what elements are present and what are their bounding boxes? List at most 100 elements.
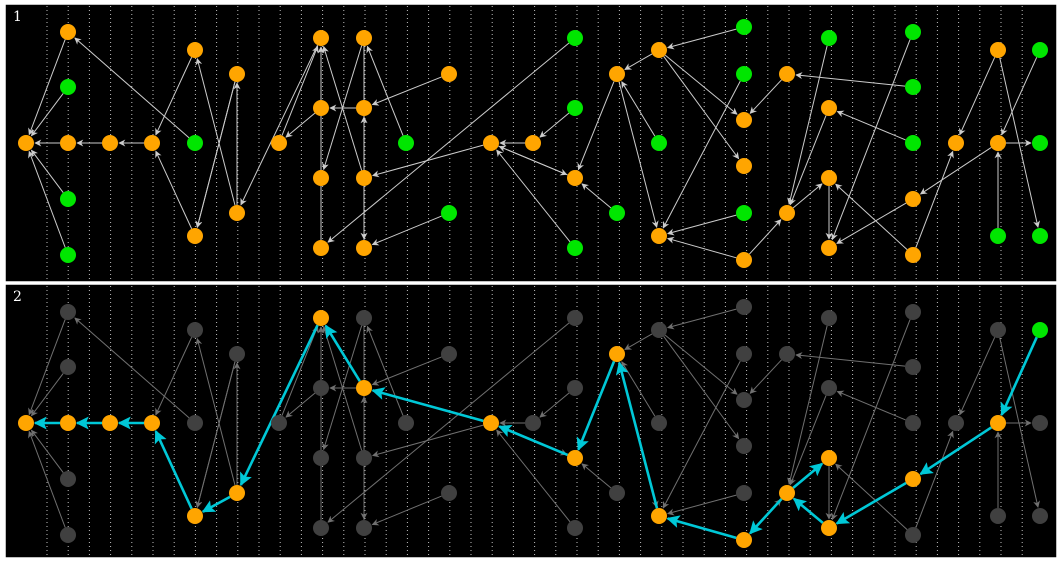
orange-node — [60, 304, 76, 320]
highlighted-path-arrow — [324, 324, 361, 382]
orange-node — [821, 450, 837, 466]
edge-arrow — [195, 81, 236, 228]
edge-arrow — [371, 356, 442, 386]
green-node — [567, 380, 583, 396]
highlighted-path-arrow — [239, 324, 319, 487]
orange-node — [525, 415, 541, 431]
edge-arrow — [74, 317, 190, 419]
panel-2-highlighted-path — [33, 324, 1038, 540]
edge-arrow — [663, 336, 740, 440]
orange-node — [651, 508, 667, 524]
orange-node — [313, 170, 329, 186]
orange-node — [990, 135, 1006, 151]
edge-arrow — [624, 333, 653, 350]
orange-node — [271, 415, 287, 431]
green-node — [187, 135, 203, 151]
edge-arrow — [624, 53, 653, 70]
edge-arrow — [795, 352, 906, 367]
orange-node — [483, 415, 499, 431]
orange-node — [948, 135, 964, 151]
green-node — [821, 30, 837, 46]
edge-arrow — [959, 337, 996, 416]
highlighted-path-arrow — [1000, 336, 1038, 416]
green-node — [60, 191, 76, 207]
edge-arrow — [366, 325, 404, 416]
orange-node — [187, 42, 203, 58]
edge-arrow — [915, 150, 954, 248]
edge-arrow — [831, 39, 911, 241]
highlighted-path-arrow — [919, 426, 993, 476]
edge-arrow — [787, 325, 828, 485]
edge-arrow — [322, 325, 363, 451]
edge-arrow — [155, 57, 193, 136]
green-node — [398, 415, 414, 431]
orange-node — [736, 532, 752, 548]
edge-arrow — [835, 463, 908, 530]
highlighted-path-arrow — [835, 481, 907, 525]
green-node — [990, 508, 1006, 524]
highlighted-path-arrow — [792, 462, 824, 489]
orange-node — [651, 322, 667, 338]
orange-node — [187, 228, 203, 244]
orange-node — [567, 450, 583, 466]
highlighted-path-arrow — [154, 429, 193, 510]
edge-arrow — [195, 58, 236, 206]
green-node — [567, 30, 583, 46]
orange-node — [356, 520, 372, 536]
edge-arrow — [667, 28, 737, 50]
orange-node — [905, 527, 921, 543]
edge-arrow — [664, 54, 738, 115]
green-node — [905, 415, 921, 431]
edge-arrow — [663, 56, 740, 160]
edge-arrow — [155, 150, 193, 229]
green-node — [609, 205, 625, 221]
edge-arrow — [749, 359, 782, 394]
orange-node — [60, 415, 76, 431]
green-node — [736, 346, 752, 362]
edge-arrow — [915, 430, 954, 528]
orange-node — [736, 252, 752, 268]
panel-2-label: 2 — [13, 289, 22, 305]
green-node — [60, 247, 76, 263]
orange-node — [483, 135, 499, 151]
orange-node — [990, 322, 1006, 338]
green-node — [567, 100, 583, 116]
green-node — [1032, 415, 1048, 431]
orange-node — [821, 100, 837, 116]
edge-arrow — [577, 81, 615, 171]
green-node — [1032, 508, 1048, 524]
green-node — [905, 24, 921, 40]
edge-arrow — [30, 373, 64, 417]
orange-node — [525, 135, 541, 151]
orange-node — [313, 310, 329, 326]
edge-arrow — [322, 45, 363, 171]
green-node — [736, 205, 752, 221]
orange-node — [609, 66, 625, 82]
highlighted-path-arrow — [666, 515, 737, 540]
edge-arrow — [371, 215, 442, 246]
orange-node — [313, 100, 329, 116]
orange-node — [651, 42, 667, 58]
edge-arrow — [240, 44, 318, 206]
edge-arrow — [836, 390, 906, 421]
edge-arrow — [327, 322, 570, 523]
edge-arrow — [539, 392, 570, 418]
orange-node — [102, 135, 118, 151]
edge-arrow — [667, 308, 737, 330]
orange-node — [736, 158, 752, 174]
edge-arrow — [831, 319, 911, 521]
orange-node — [229, 485, 245, 501]
edge-arrow — [836, 110, 906, 141]
green-node — [609, 485, 625, 501]
orange-node — [271, 135, 287, 151]
orange-node — [18, 135, 34, 151]
panel-2-nodes — [18, 299, 1048, 548]
green-node — [990, 228, 1006, 244]
edge-arrow — [30, 149, 64, 193]
orange-node — [779, 485, 795, 501]
edge-arrow — [835, 183, 908, 250]
orange-node — [779, 205, 795, 221]
edge-arrow — [621, 81, 656, 137]
orange-node — [609, 346, 625, 362]
